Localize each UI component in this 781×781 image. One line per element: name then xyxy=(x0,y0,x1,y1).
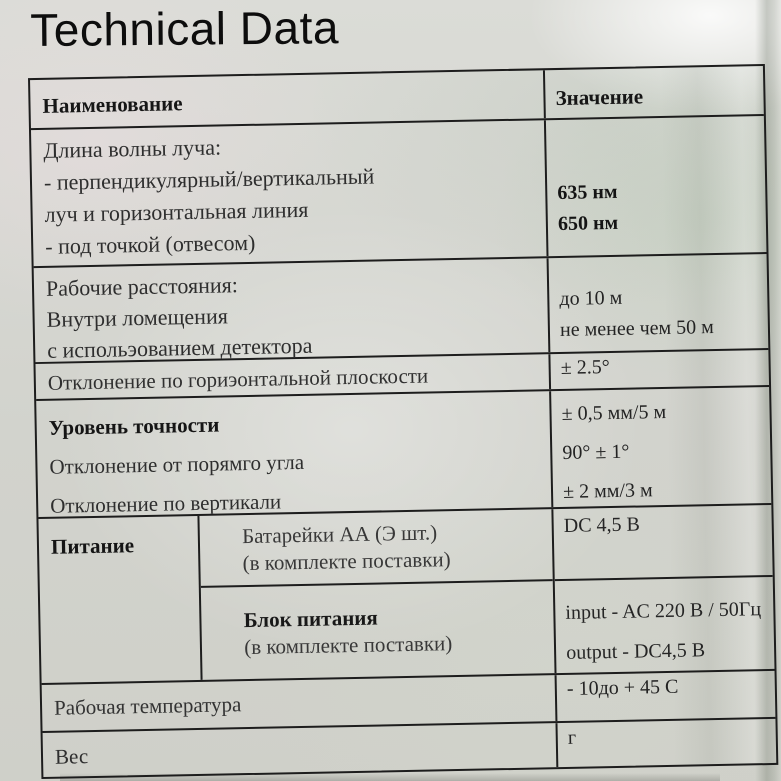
wavelength-value: 650 нм xyxy=(557,211,619,236)
row-power-section: Питание Батарейки АА (Э шт.) (в комплект… xyxy=(38,502,775,684)
temperature-value: - 10до + 45 С xyxy=(566,675,679,700)
accuracy-value: ± 0,5 мм/5 м xyxy=(561,400,667,425)
row-wavelength: Длина волны луча: - перпендикулярный/вер… xyxy=(30,114,767,267)
distance-name-cell: Рабочие расстояния: Внутри ломещения с и… xyxy=(34,258,549,362)
power-value-column: DC 4,5 В input - AC 220 В / 50Гц output … xyxy=(551,504,775,674)
power-battery-value-cell: DC 4,5 В xyxy=(553,505,772,579)
wavelength-value: 635 нм xyxy=(557,180,618,205)
weight-name-cell: Вес xyxy=(43,723,557,777)
header-value-cell: Значение xyxy=(543,66,764,119)
power-battery-value: DC 4,5 В xyxy=(563,513,641,537)
accuracy-name-cell: Уровень точности Отклонение от порямго у… xyxy=(36,391,551,517)
wavelength-name-cell: Длина волны луча: - перпендикулярный/вер… xyxy=(31,120,547,266)
wavelength-value-cell: 635 нм 650 нм xyxy=(543,116,767,257)
power-adapter-value: output - DC4,5 В xyxy=(566,639,706,664)
weight-value-cell: г xyxy=(555,718,777,768)
power-adapter-line: (в комплекте поставки) xyxy=(243,631,453,660)
power-battery-cell: Батарейки АА (Э шт.) (в комплекте постав… xyxy=(200,509,553,586)
header-name-cell: Наименование xyxy=(30,70,544,128)
header-value-label: Значение xyxy=(555,84,644,111)
weight-value: г xyxy=(567,726,577,749)
temperature-name: Рабочая температура xyxy=(53,692,242,720)
spec-table: Наименование Значение Длина волны луча: … xyxy=(28,64,779,780)
temperature-value-cell: - 10до + 45 С xyxy=(554,670,776,722)
power-battery-line: (в комплекте поставки) xyxy=(242,547,451,576)
header-name-label: Наименование xyxy=(42,91,183,118)
temperature-name-cell: Рабочая температура xyxy=(42,675,556,731)
power-description-column: Батарейки АА (Э шт.) (в комплекте постав… xyxy=(200,509,555,680)
weight-name: Вес xyxy=(54,744,89,769)
accuracy-value: ± 2 мм/3 м xyxy=(562,479,653,503)
accuracy-value-cell: ± 0,5 мм/5 м 90° ± 1° ± 2 мм/3 м xyxy=(549,386,772,508)
power-adapter-value-cell: input - AC 220 В / 50Гц output - DC4,5 В xyxy=(554,574,775,674)
power-adapter-cell: Блок питания (в комплекте поставки) xyxy=(201,579,555,680)
power-adapter-value: input - AC 220 В / 50Гц xyxy=(565,598,762,624)
horizontal-value-cell: ± 2.5° xyxy=(548,349,770,390)
power-label: Питание xyxy=(50,533,135,559)
distance-value-cell: до 10 м не менее чем 50 м xyxy=(546,254,769,353)
row-accuracy-block: Уровень точности Отклонение от порямго у… xyxy=(36,384,772,518)
distance-value: не менее чем 50 м xyxy=(559,316,715,341)
horizontal-name: Отклонение по гориэонтальной плоскости xyxy=(47,363,429,395)
box-edge-shadow xyxy=(755,0,781,781)
accuracy-value: 90° ± 1° xyxy=(562,440,630,464)
horizontal-value: ± 2.5° xyxy=(560,356,610,379)
power-label-cell: Питание xyxy=(38,515,203,684)
row-working-distance: Рабочие расстояния: Внутри ломещения с и… xyxy=(33,252,769,363)
box-bottom-shadow xyxy=(60,773,720,781)
distance-value: до 10 м xyxy=(559,286,623,310)
page-title: Technical Data xyxy=(30,1,340,56)
